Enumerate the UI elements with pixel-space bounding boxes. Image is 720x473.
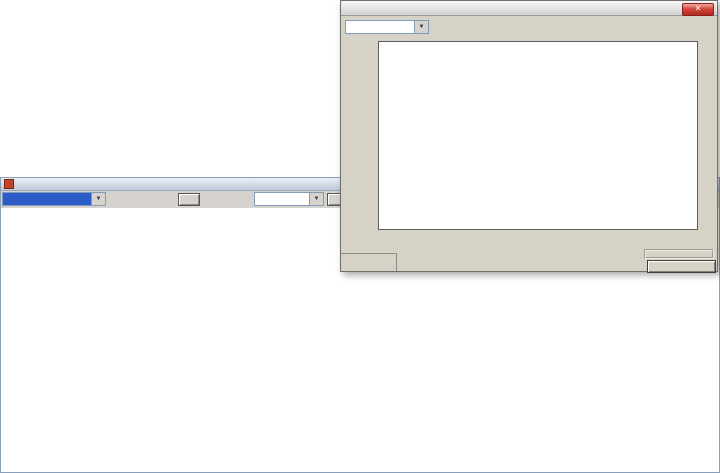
archive-id-combobox[interactable]: ▼ bbox=[2, 192, 106, 206]
chevron-down-icon[interactable]: ▼ bbox=[414, 21, 428, 33]
archive-titlebar[interactable]: ✕ bbox=[341, 1, 717, 16]
calibration-plot bbox=[378, 41, 698, 230]
close-button[interactable] bbox=[647, 260, 716, 273]
screen: ▼ ▼ ✕ ▼ bbox=[0, 0, 720, 473]
archive-window-title bbox=[341, 1, 717, 3]
archive-method-window: ✕ ▼ bbox=[340, 0, 718, 272]
secondary-combo-value bbox=[255, 193, 309, 205]
channel-combobox[interactable]: ▼ bbox=[345, 20, 429, 34]
archive-id-value bbox=[3, 193, 91, 205]
zoom-stepper-button[interactable] bbox=[178, 193, 200, 206]
channel-combo-value bbox=[346, 21, 414, 33]
calibration-canvas bbox=[379, 42, 709, 237]
method-button[interactable] bbox=[644, 249, 714, 259]
chevron-down-icon[interactable]: ▼ bbox=[309, 193, 323, 205]
print-button[interactable] bbox=[341, 253, 397, 271]
secondary-combobox[interactable]: ▼ bbox=[254, 192, 324, 206]
chevron-down-icon[interactable]: ▼ bbox=[91, 193, 105, 205]
close-icon[interactable]: ✕ bbox=[682, 3, 714, 16]
app-icon bbox=[4, 179, 14, 189]
